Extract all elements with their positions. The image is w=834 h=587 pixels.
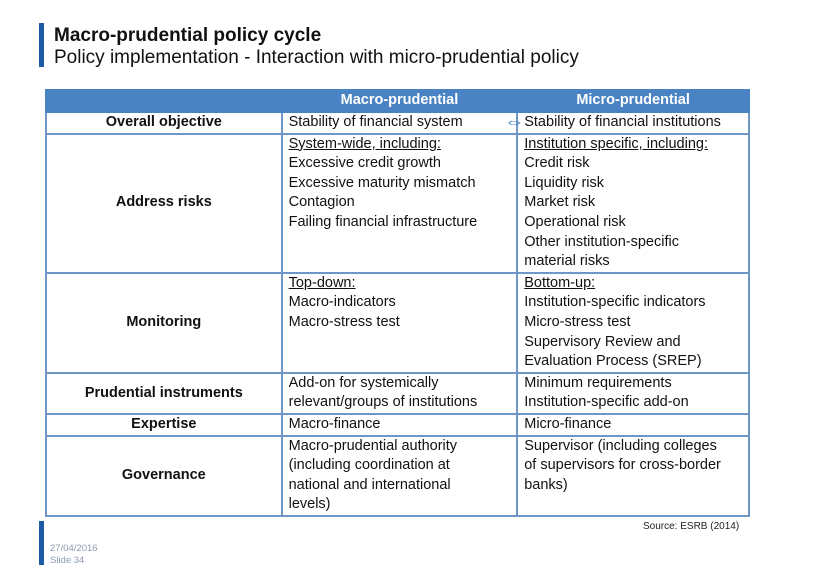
macro-line: Macro-stress test [288,313,400,330]
header-macro: Macro-prudential [280,89,519,113]
title-accent-bar [39,23,44,67]
macro-cell: Add-on for systemically relevant/groups … [280,371,519,415]
row-label: Expertise [45,412,283,437]
macro-cell: Top-down: Macro-indicators Macro-stress … [280,271,519,374]
micro-line: Credit risk [524,155,590,172]
macro-heading: Top-down: [288,274,356,291]
micro-heading: Institution specific, including: [524,135,708,152]
macro-line: national and international [288,476,451,493]
macro-line: (including coordination at [288,457,450,474]
macro-line: levels) [288,496,331,513]
micro-line: material risks [524,253,610,270]
row-expertise: Expertise Macro-finance Micro-finance [45,412,750,437]
header-empty-cell [45,89,283,113]
micro-cell: Minimum requirements Institution-specifi… [516,371,750,415]
row-label: Address risks [45,132,283,274]
macro-line: Contagion [288,194,355,211]
header-micro: Micro-prudential [516,89,750,113]
slide-title: Macro-prudential policy cycle [54,25,322,46]
micro-line: banks) [524,476,568,493]
micro-line: Institution-specific indicators [524,294,706,311]
macro-line: Macro-indicators [288,294,396,311]
macro-cell: Macro-prudential authority (including co… [280,434,519,517]
micro-cell: Institution specific, including: Credit … [516,132,750,274]
row-overall-objective: Overall objective Stability of financial… [45,111,750,135]
macro-cell: Macro-finance [280,412,519,437]
macro-line: Failing financial infrastructure [288,213,478,230]
micro-heading: Bottom-up: [524,274,596,291]
comparison-table: Macro-prudential Micro-prudential Overal… [45,89,750,517]
macro-line: Excessive credit growth [288,155,441,172]
double-arrow-icon: ⇔ [504,111,525,133]
table-header-row: Macro-prudential Micro-prudential [45,89,750,113]
row-governance: Governance Macro-prudential authority (i… [45,434,750,517]
macro-cell: System-wide, including: Excessive credit… [280,132,519,274]
micro-line: Micro-finance [524,415,612,432]
micro-line: of supervisors for cross-border [524,457,721,474]
row-label: Monitoring [45,271,283,374]
row-label: Governance [45,434,283,517]
macro-line: relevant/groups of institutions [288,394,478,411]
micro-cell: Supervisor (including colleges of superv… [516,434,750,517]
micro-cell: Micro-finance [516,412,750,437]
micro-line: Market risk [524,194,596,211]
macro-line: Macro-prudential authority [288,437,458,454]
macro-line: Add-on for systemically [288,374,439,391]
row-label: Overall objective [45,111,283,135]
row-prudential-instruments: Prudential instruments Add-on for system… [45,371,750,415]
micro-cell: Bottom-up: Institution-specific indicato… [516,271,750,374]
micro-line: Stability of financial institutions [524,114,721,130]
slide-title-block: Macro-prudential policy cycle Policy imp… [54,25,579,69]
micro-line: Minimum requirements [524,374,672,391]
micro-line: Institution-specific add-on [524,394,689,411]
row-label: Prudential instruments [45,371,283,415]
micro-line: Operational risk [524,213,626,230]
source-note: Source: ESRB (2014) [643,521,740,532]
slide-subtitle: Policy implementation - Interaction with… [54,47,579,68]
macro-line: Stability of financial system [288,114,463,130]
row-address-risks: Address risks System-wide, including: Ex… [45,132,750,274]
micro-line: Micro-stress test [524,313,631,330]
footer-accent-bar [39,521,44,565]
footer-slide-number: Slide 34 [50,555,85,566]
micro-line: Liquidity risk [524,174,605,191]
micro-line: Evaluation Process (SREP) [524,353,702,370]
footer-date: 27/04/2016 [50,543,98,554]
macro-line: Macro-finance [288,415,381,432]
macro-heading: System-wide, including: [288,135,441,152]
micro-line: Other institution-specific [524,233,679,250]
row-monitoring: Monitoring Top-down: Macro-indicators Ma… [45,271,750,374]
footer-block: 27/04/2016 Slide 34 [50,543,98,567]
micro-line: Supervisor (including colleges [524,437,717,454]
macro-line: Excessive maturity mismatch [288,174,476,191]
macro-cell: Stability of financial system ⇔ [280,111,524,135]
micro-line: Supervisory Review and [524,333,681,350]
micro-cell: Stability of financial institutions [516,111,750,135]
